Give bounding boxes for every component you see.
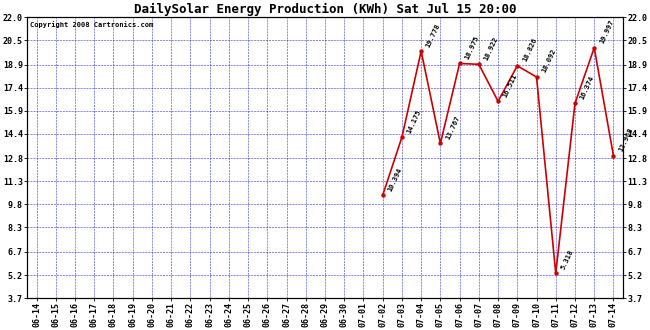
Point <box>416 49 426 54</box>
Point <box>378 193 388 198</box>
Point <box>531 74 541 80</box>
Text: 18.975: 18.975 <box>463 35 480 60</box>
Text: 19.997: 19.997 <box>599 19 615 45</box>
Point <box>474 62 484 67</box>
Text: 16.511: 16.511 <box>502 73 519 98</box>
Point <box>570 101 580 106</box>
Text: 18.922: 18.922 <box>483 36 499 61</box>
Text: 16.374: 16.374 <box>579 75 595 100</box>
Point <box>551 271 561 276</box>
Title: DailySolar Energy Production (KWh) Sat Jul 15 20:00: DailySolar Energy Production (KWh) Sat J… <box>134 3 516 16</box>
Point <box>396 135 407 140</box>
Point <box>589 45 599 50</box>
Text: 13.767: 13.767 <box>445 115 461 140</box>
Text: 12.968: 12.968 <box>618 127 634 152</box>
Text: 18.092: 18.092 <box>541 48 557 74</box>
Text: 14.175: 14.175 <box>406 108 422 134</box>
Point <box>436 141 446 146</box>
Text: 10.394: 10.394 <box>387 166 403 192</box>
Text: 5.318: 5.318 <box>560 248 575 270</box>
Point <box>512 63 523 68</box>
Point <box>493 99 503 104</box>
Point <box>608 153 619 158</box>
Point <box>454 61 465 66</box>
Text: 18.826: 18.826 <box>521 37 538 63</box>
Text: Copyright 2008 Cartronics.com: Copyright 2008 Cartronics.com <box>30 21 153 28</box>
Text: 19.778: 19.778 <box>425 22 441 48</box>
